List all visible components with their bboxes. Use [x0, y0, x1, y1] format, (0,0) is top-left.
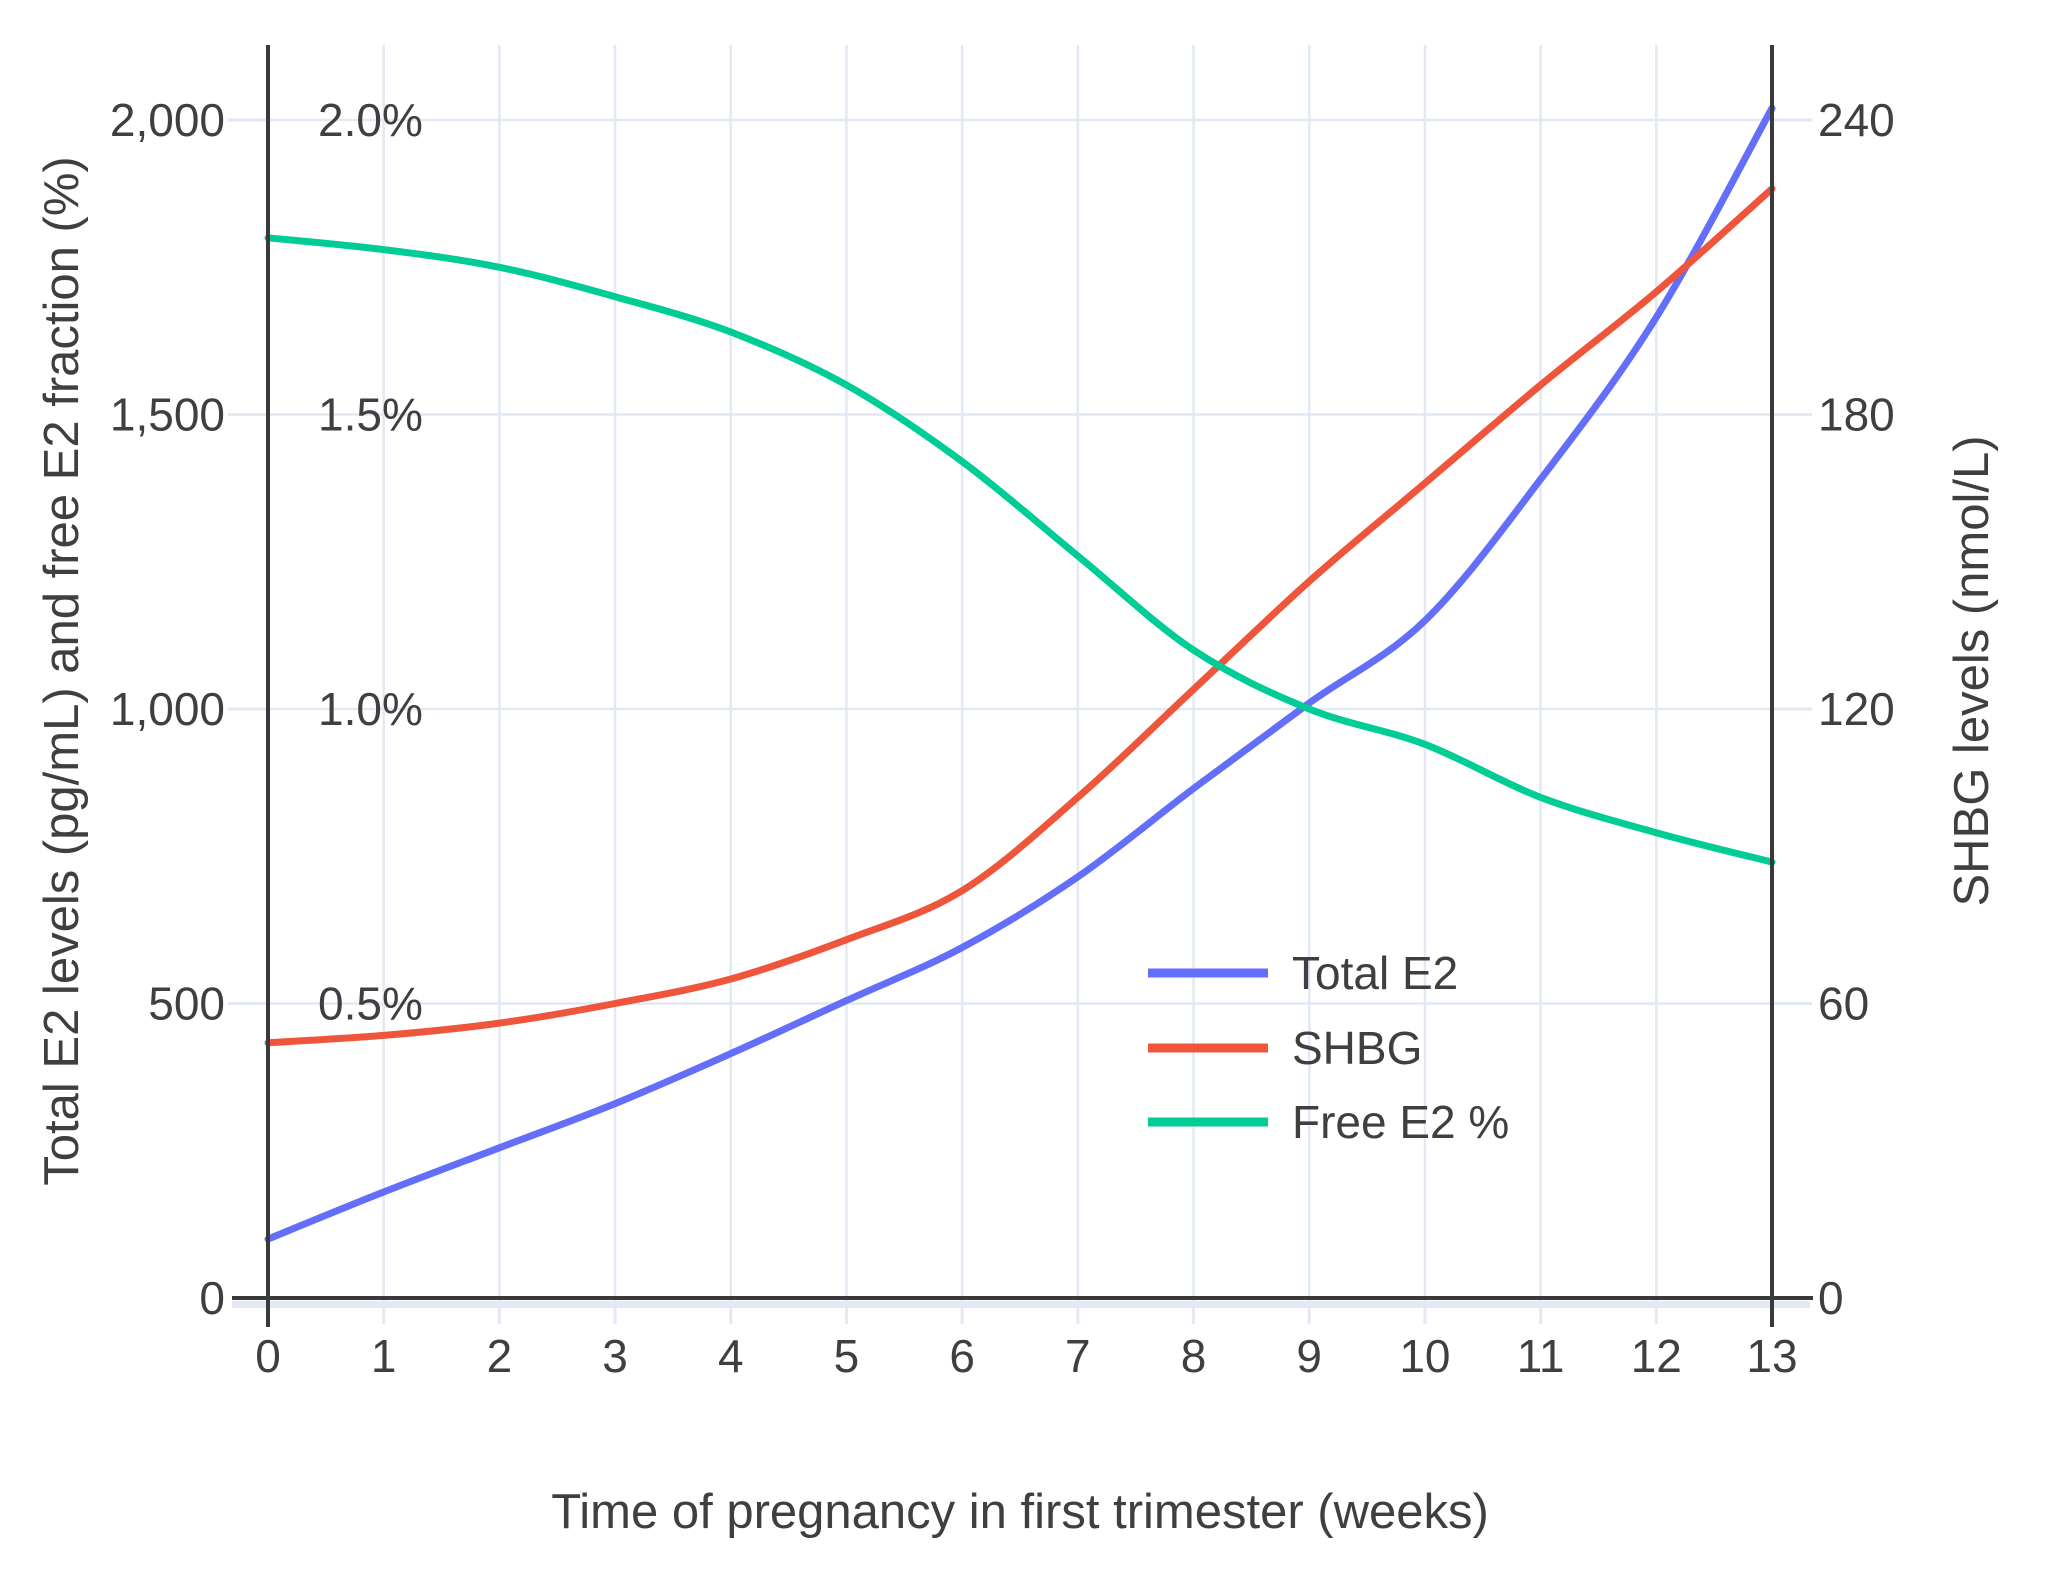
x-axis-tick-label-week-2: 2: [487, 1330, 513, 1382]
legend-label-total-e2: Total E2: [1292, 947, 1458, 999]
x-axis-tick-label-week-10: 10: [1399, 1330, 1450, 1382]
x-axis-tick-label-week-0: 0: [255, 1330, 281, 1382]
legend-entry-total-e2[interactable]: Total E2: [1148, 947, 1458, 999]
left-axis-tick-label-500: 500: [148, 978, 225, 1030]
left-axis-tick-label-1500: 1,500: [110, 389, 225, 441]
x-axis-tick-label-week-3: 3: [602, 1330, 628, 1382]
left-axis-tick-label-2000: 2,000: [110, 94, 225, 146]
axis-lines: [232, 45, 1813, 1327]
right-axis-tick-label-120: 120: [1818, 683, 1895, 735]
x-axis-tick-label-week-9: 9: [1296, 1330, 1322, 1382]
x-axis-tick-label-week-8: 8: [1181, 1330, 1207, 1382]
x-axis-tick-label-week-12: 12: [1631, 1330, 1682, 1382]
legend: Total E2 SHBG Free E2 %: [1148, 947, 1509, 1148]
x-axis-tick-label-week-4: 4: [718, 1330, 744, 1382]
tick-marks: [228, 118, 1812, 1324]
curve-shbg: [264, 185, 1776, 1047]
x-axis-tick-label-week-7: 7: [1065, 1330, 1091, 1382]
legend-entry-shbg[interactable]: SHBG: [1148, 1022, 1422, 1074]
x-axis-tick-label-week-6: 6: [949, 1330, 975, 1382]
left-axis-tick-label-1000: 1,000: [110, 683, 225, 735]
legend-entry-free-e2[interactable]: Free E2 %: [1148, 1096, 1509, 1148]
x-axis-tick-label-week-1: 1: [371, 1330, 397, 1382]
right-axis-tick-label-60: 60: [1818, 978, 1869, 1030]
gridlines: [232, 45, 1810, 1308]
x-axis-tick-label-week-13: 13: [1746, 1330, 1797, 1382]
right-axis-tick-label-240: 240: [1818, 94, 1895, 146]
zero-baseline-band: [232, 1301, 1810, 1308]
x-axis-tick-label-week-11: 11: [1517, 1330, 1565, 1382]
data-curves: [264, 104, 1776, 1243]
tick-labels: 05001,0001,5002,0000.5%1.0%1.5%2.0%06012…: [110, 94, 1895, 1382]
legend-label-shbg: SHBG: [1292, 1022, 1422, 1074]
right-axis-tick-label-180: 180: [1818, 389, 1895, 441]
right-axis-title: SHBG levels (nmol/L): [1945, 435, 1999, 906]
legend-label-free-e2: Free E2 %: [1292, 1096, 1509, 1148]
x-axis-tick-label-week-5: 5: [834, 1330, 860, 1382]
curve-free-e2-: [264, 234, 1776, 866]
left-axis-tick-label-0: 0: [199, 1272, 225, 1324]
free-e2-percent-scale-label-0.5: 0.5%: [318, 978, 423, 1030]
right-axis-tick-label-0: 0: [1818, 1272, 1844, 1324]
curve-total-e2: [264, 104, 1776, 1243]
free-e2-percent-scale-label-1.5: 1.5%: [318, 389, 423, 441]
left-axis-title: Total E2 levels (pg/mL) and free E2 frac…: [35, 156, 89, 1185]
x-axis-title: Time of pregnancy in first trimester (we…: [551, 1485, 1489, 1539]
free-e2-percent-scale-label-2.0: 2.0%: [318, 94, 423, 146]
free-e2-percent-scale-label-1.0: 1.0%: [318, 683, 423, 735]
